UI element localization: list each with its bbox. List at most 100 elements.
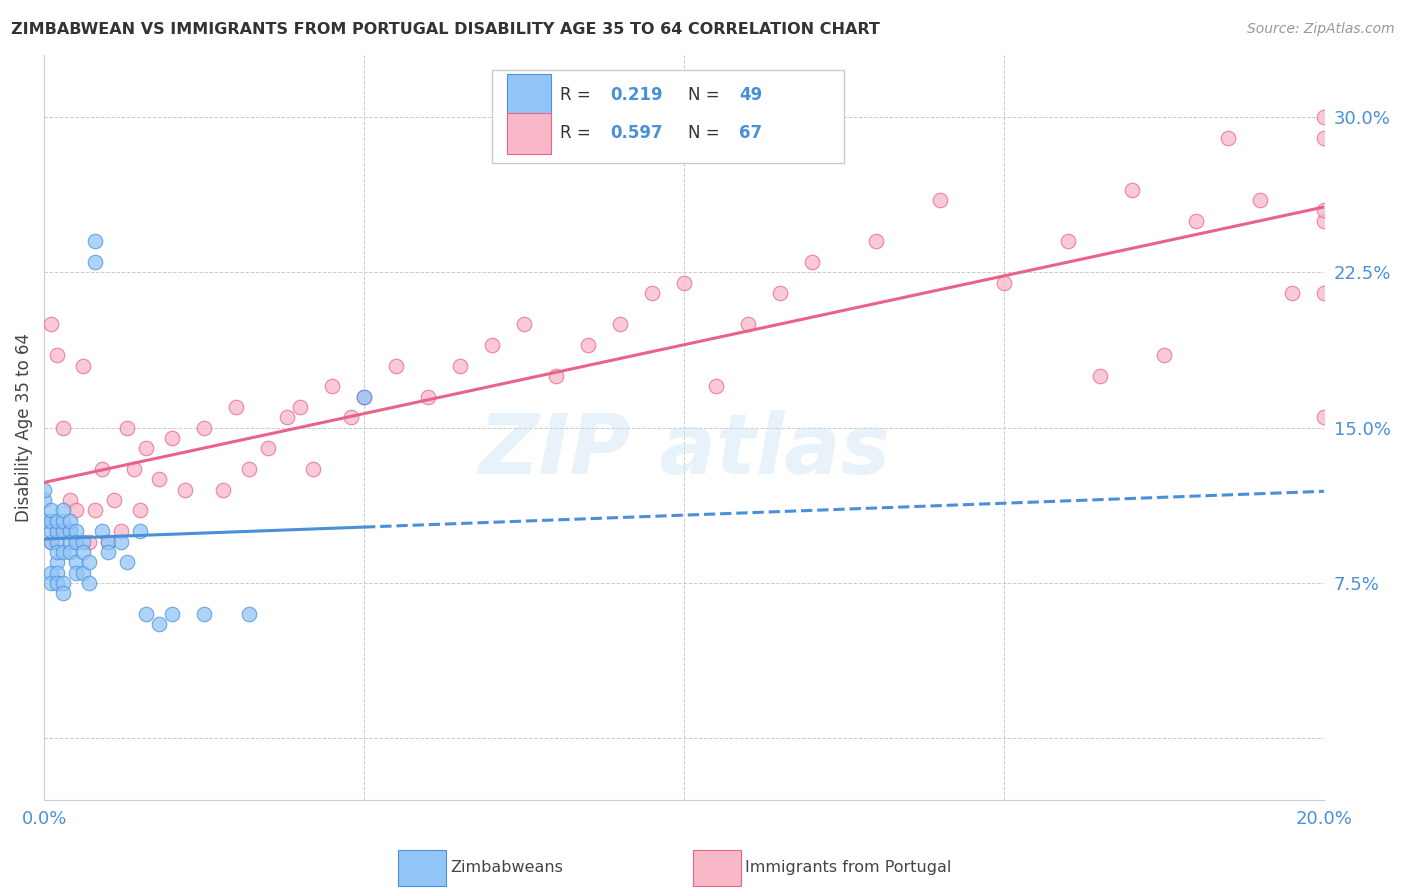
- Point: [225, 400, 247, 414]
- Point: [1216, 131, 1239, 145]
- Point: [65, 566, 87, 580]
- Point: [160, 607, 183, 621]
- Point: [52, 524, 75, 538]
- Point: [59, 514, 82, 528]
- Point: [513, 317, 536, 331]
- Text: Source: ZipAtlas.com: Source: ZipAtlas.com: [1247, 22, 1395, 37]
- Point: [148, 472, 170, 486]
- Point: [129, 503, 152, 517]
- Point: [52, 524, 75, 538]
- Point: [110, 524, 132, 538]
- Text: R =: R =: [560, 86, 596, 103]
- Point: [103, 493, 125, 508]
- Point: [212, 483, 235, 497]
- Point: [129, 524, 152, 538]
- Point: [65, 534, 87, 549]
- Point: [97, 534, 120, 549]
- Point: [122, 462, 145, 476]
- Point: [39, 534, 62, 549]
- Point: [32, 493, 55, 508]
- Point: [39, 317, 62, 331]
- Point: [302, 462, 325, 476]
- Point: [117, 555, 139, 569]
- Point: [90, 524, 112, 538]
- Point: [288, 400, 311, 414]
- Point: [39, 575, 62, 590]
- Point: [72, 534, 94, 549]
- Point: [59, 524, 82, 538]
- Point: [59, 524, 82, 538]
- Point: [45, 514, 67, 528]
- Point: [929, 193, 952, 207]
- Point: [481, 338, 503, 352]
- Point: [704, 379, 727, 393]
- Point: [39, 534, 62, 549]
- Point: [135, 442, 157, 456]
- Text: N =: N =: [688, 86, 724, 103]
- Point: [32, 514, 55, 528]
- Point: [59, 545, 82, 559]
- Point: [110, 534, 132, 549]
- Point: [84, 255, 107, 269]
- Point: [340, 410, 363, 425]
- Point: [39, 524, 62, 538]
- Point: [135, 607, 157, 621]
- Point: [77, 555, 100, 569]
- Point: [257, 442, 280, 456]
- Point: [1313, 110, 1336, 124]
- Point: [193, 420, 215, 434]
- Point: [32, 483, 55, 497]
- FancyBboxPatch shape: [508, 112, 551, 154]
- Point: [65, 524, 87, 538]
- Point: [45, 555, 67, 569]
- Point: [148, 617, 170, 632]
- Point: [97, 534, 120, 549]
- Point: [45, 348, 67, 362]
- Point: [32, 514, 55, 528]
- Point: [45, 524, 67, 538]
- Text: Zimbabweans: Zimbabweans: [450, 861, 562, 875]
- Point: [45, 524, 67, 538]
- Point: [59, 493, 82, 508]
- Point: [90, 462, 112, 476]
- Point: [39, 566, 62, 580]
- Point: [173, 483, 195, 497]
- Text: 67: 67: [740, 124, 762, 143]
- Point: [65, 503, 87, 517]
- Point: [1153, 348, 1175, 362]
- Text: 0.597: 0.597: [610, 124, 662, 143]
- Point: [77, 575, 100, 590]
- Point: [276, 410, 298, 425]
- Point: [45, 566, 67, 580]
- Text: N =: N =: [688, 124, 724, 143]
- FancyBboxPatch shape: [508, 74, 551, 115]
- Point: [641, 286, 664, 301]
- Point: [45, 534, 67, 549]
- Point: [45, 545, 67, 559]
- Point: [238, 607, 260, 621]
- Point: [385, 359, 408, 373]
- Point: [52, 545, 75, 559]
- Point: [72, 566, 94, 580]
- Point: [1313, 410, 1336, 425]
- Text: ZIP atlas: ZIP atlas: [478, 409, 890, 491]
- Point: [993, 276, 1015, 290]
- Point: [72, 359, 94, 373]
- Point: [117, 420, 139, 434]
- Point: [84, 235, 107, 249]
- Point: [39, 514, 62, 528]
- Point: [449, 359, 471, 373]
- Text: 49: 49: [740, 86, 762, 103]
- Point: [353, 390, 375, 404]
- Point: [52, 575, 75, 590]
- Point: [39, 503, 62, 517]
- Point: [1281, 286, 1303, 301]
- Point: [1185, 213, 1208, 227]
- Point: [737, 317, 759, 331]
- Point: [65, 534, 87, 549]
- Point: [160, 431, 183, 445]
- Point: [1313, 286, 1336, 301]
- Point: [1057, 235, 1080, 249]
- Text: R =: R =: [560, 124, 596, 143]
- Point: [416, 390, 439, 404]
